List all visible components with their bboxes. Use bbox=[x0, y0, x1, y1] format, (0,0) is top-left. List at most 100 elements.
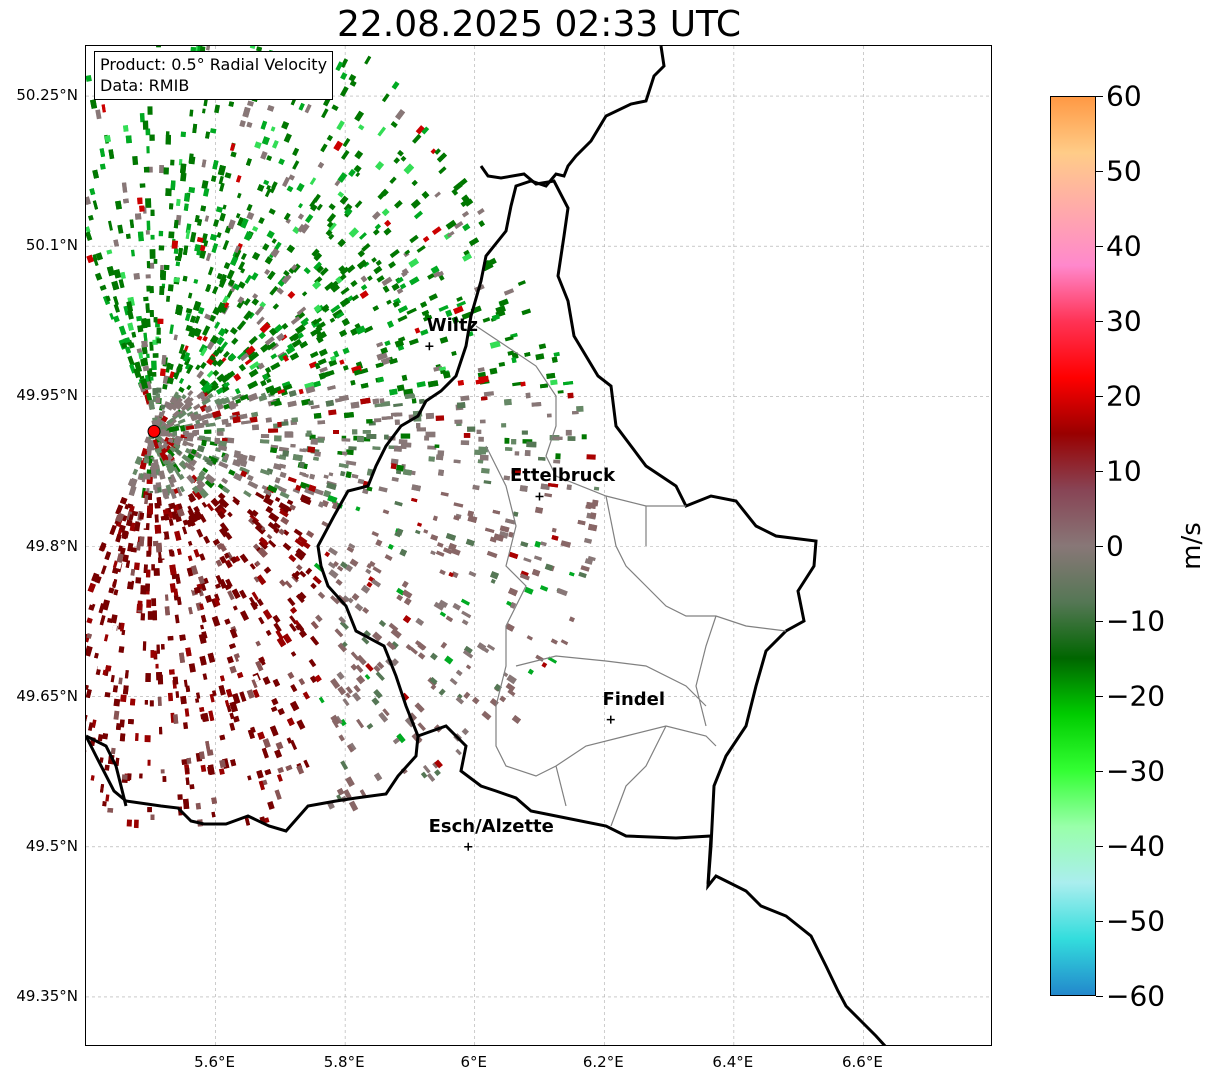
echo-pixel bbox=[310, 329, 319, 337]
echo-pixel bbox=[443, 371, 451, 379]
echo-pixel bbox=[104, 135, 111, 143]
echo-pixel bbox=[544, 492, 553, 498]
echo-pixel bbox=[156, 672, 163, 681]
echo-pixel bbox=[279, 471, 287, 479]
echo-pixel bbox=[120, 694, 127, 703]
echo-pixel bbox=[253, 576, 260, 583]
echo-pixel bbox=[521, 308, 532, 316]
echo-pixel bbox=[211, 615, 221, 627]
map-canvas[interactable] bbox=[86, 46, 992, 1046]
echo-pixel bbox=[167, 692, 174, 702]
echo-pixel bbox=[397, 314, 408, 323]
echo-pixel bbox=[161, 354, 167, 365]
echo-pixel bbox=[282, 176, 291, 188]
echo-pixel bbox=[350, 279, 358, 288]
echo-pixel bbox=[399, 283, 407, 290]
echo-pixel bbox=[372, 446, 381, 451]
echo-pixel bbox=[239, 553, 249, 564]
echo-pixel bbox=[438, 688, 446, 696]
echo-pixel bbox=[204, 594, 213, 603]
echo-pixel bbox=[224, 583, 232, 591]
echo-pixel bbox=[503, 475, 510, 481]
echo-pixel bbox=[390, 463, 397, 470]
map-title: 22.08.2025 02:33 UTC bbox=[336, 4, 742, 45]
echo-pixel bbox=[491, 314, 500, 321]
echo-pixel bbox=[264, 366, 272, 374]
echo-pixel bbox=[380, 347, 388, 354]
echo-pixel bbox=[567, 392, 574, 399]
echo-pixel bbox=[104, 764, 110, 771]
echo-pixel bbox=[173, 714, 179, 724]
echo-pixel bbox=[413, 210, 423, 220]
echo-pixel bbox=[145, 274, 151, 279]
echo-pixel bbox=[140, 318, 148, 329]
echo-pixel bbox=[256, 769, 264, 779]
echo-pixel bbox=[284, 580, 293, 589]
radar-map[interactable] bbox=[85, 45, 992, 1046]
colorbar-tick bbox=[1096, 96, 1103, 97]
echo-pixel bbox=[216, 428, 225, 432]
echo-pixel bbox=[546, 372, 556, 379]
echo-pixel bbox=[122, 198, 129, 204]
echo-pixel bbox=[247, 380, 259, 390]
echo-pixel bbox=[506, 674, 517, 685]
echo-pixel bbox=[483, 480, 492, 485]
echo-pixel bbox=[168, 425, 180, 433]
echo-pixel bbox=[199, 751, 205, 760]
echo-pixel bbox=[262, 609, 273, 620]
echo-pixel bbox=[166, 453, 174, 461]
echo-pixel bbox=[327, 369, 335, 376]
echo-pixel bbox=[189, 784, 195, 790]
echo-pixel bbox=[290, 684, 298, 693]
echo-pixel bbox=[285, 764, 293, 771]
echo-pixel bbox=[218, 175, 224, 185]
echo-pixel bbox=[130, 568, 136, 576]
echo-pixel bbox=[304, 486, 316, 496]
echo-pixel bbox=[317, 501, 325, 508]
echo-pixel bbox=[216, 272, 223, 280]
echo-pixel bbox=[362, 430, 371, 434]
echo-pixel bbox=[375, 539, 383, 547]
echo-pixel bbox=[132, 468, 139, 476]
colorbar-tick-label: −20 bbox=[1106, 679, 1166, 713]
lon-tick-label: 6.2°E bbox=[582, 1053, 624, 1071]
echo-pixel bbox=[207, 766, 213, 775]
echo-pixel bbox=[121, 583, 128, 594]
echo-pixel bbox=[290, 316, 301, 325]
echo-pixel bbox=[179, 425, 186, 432]
echo-pixel bbox=[286, 499, 294, 506]
echo-pixel bbox=[343, 365, 349, 371]
echo-pixel bbox=[319, 366, 328, 373]
echo-pixel bbox=[229, 712, 235, 720]
echo-pixel bbox=[299, 448, 307, 453]
echo-pixel bbox=[505, 623, 515, 632]
echo-pixel bbox=[219, 555, 227, 564]
echo-pixel bbox=[351, 593, 360, 601]
echo-pixel bbox=[258, 217, 265, 225]
echo-pixel bbox=[310, 203, 318, 212]
echo-pixel bbox=[342, 347, 350, 355]
echo-pixel bbox=[256, 46, 263, 52]
echo-pixel bbox=[348, 446, 357, 451]
echo-pixel bbox=[269, 725, 279, 737]
echo-pixel bbox=[87, 214, 94, 221]
echo-pixel bbox=[210, 334, 219, 344]
echo-pixel bbox=[139, 183, 146, 188]
echo-pixel bbox=[477, 208, 485, 216]
echo-pixel bbox=[136, 541, 142, 551]
echo-pixel bbox=[411, 398, 417, 404]
echo-pixel bbox=[186, 567, 194, 577]
lon-tick-label: 6.6°E bbox=[842, 1053, 883, 1071]
echo-pixel bbox=[158, 470, 166, 480]
echo-pixel bbox=[166, 295, 171, 302]
colorbar-tick-label: 60 bbox=[1106, 79, 1142, 113]
echo-pixel bbox=[291, 572, 300, 581]
echo-pixel bbox=[166, 448, 175, 458]
echo-pixel bbox=[180, 695, 187, 705]
echo-pixel bbox=[517, 280, 526, 287]
echo-pixel bbox=[427, 273, 435, 280]
echo-pixel bbox=[93, 725, 101, 736]
echo-pixel bbox=[379, 398, 385, 403]
echo-pixel bbox=[136, 315, 143, 322]
echo-pixel bbox=[293, 561, 300, 567]
